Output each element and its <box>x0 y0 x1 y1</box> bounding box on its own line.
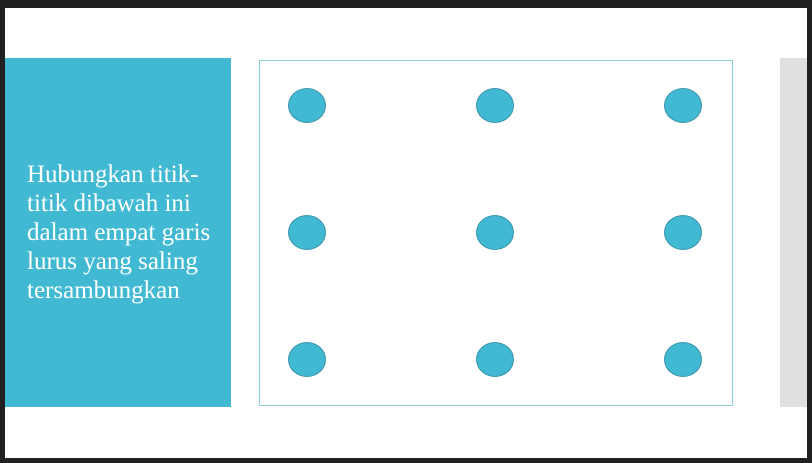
dot-r1-c1[interactable] <box>288 88 326 123</box>
dot-grid-board <box>259 60 733 406</box>
dot-r2-c3[interactable] <box>664 215 702 250</box>
instruction-text: Hubungkan titik-titik dibawah ini dalam … <box>27 161 211 304</box>
dot-r3-c3[interactable] <box>664 342 702 377</box>
dot-r2-c2[interactable] <box>476 215 514 250</box>
adjacent-panel-edge <box>780 58 807 407</box>
dot-r2-c1[interactable] <box>288 215 326 250</box>
dot-r1-c3[interactable] <box>664 88 702 123</box>
dot-r3-c1[interactable] <box>288 342 326 377</box>
dot-r3-c2[interactable] <box>476 342 514 377</box>
dot-r1-c2[interactable] <box>476 88 514 123</box>
instruction-panel: Hubungkan titik-titik dibawah ini dalam … <box>5 58 231 407</box>
slide-canvas: Hubungkan titik-titik dibawah ini dalam … <box>5 8 807 458</box>
